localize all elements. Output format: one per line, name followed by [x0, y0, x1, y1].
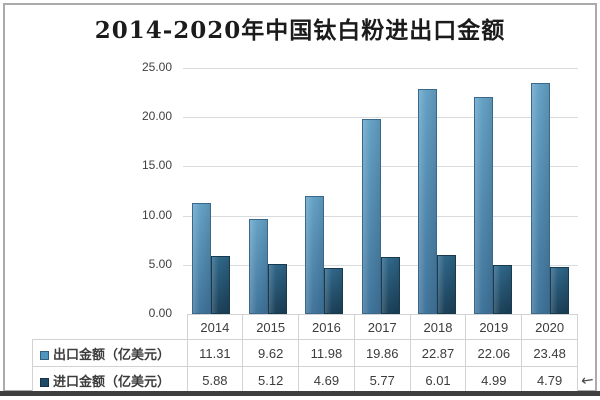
import-series-swatch-icon	[40, 377, 49, 387]
table-row-series: 进口金额（亿美元） 5.88 5.12 4.69 5.77 6.01 4.99 4.79	[32, 366, 578, 394]
cursor-arrow-icon: ←	[579, 370, 595, 390]
value-cell: 4.69	[298, 366, 355, 394]
year-cell: 2015	[242, 314, 300, 340]
data-table-body: 2014 2015 2016 2017 2018 2019 2020 出口金额（亿美元） 11.…	[32, 314, 578, 394]
value-cell: 19.86	[353, 339, 411, 367]
import-bar-2019	[493, 264, 513, 314]
year-cell: 2018	[409, 314, 467, 340]
gridline	[183, 166, 578, 168]
legend-cell-import: 进口金额（亿美元）	[32, 366, 188, 394]
export-bar-2016	[305, 196, 325, 314]
year-cell: 2017	[353, 314, 411, 340]
import-bar-2016	[324, 267, 344, 314]
import-bar-2017	[380, 257, 400, 314]
year-cell: 2014	[186, 314, 244, 340]
year-cell: 2019	[465, 314, 523, 340]
value-cell: 5.77	[353, 366, 411, 394]
y-axis-tick-label: 25.00	[141, 60, 172, 74]
series-name-label: 进口金额（亿美元）	[53, 373, 171, 389]
year-cell: 2020	[521, 314, 578, 340]
export-bar-2019	[474, 96, 494, 314]
value-cell: 5.12	[242, 366, 300, 394]
value-cell: 5.88	[186, 366, 244, 394]
value-cell: 11.98	[298, 339, 355, 367]
export-series-swatch-icon	[40, 350, 49, 360]
export-bar-2018	[417, 89, 437, 314]
table-row-years: 2014 2015 2016 2017 2018 2019 2020	[33, 314, 578, 340]
value-cell: 11.31	[186, 339, 244, 367]
export-bar-2017	[361, 118, 381, 314]
plot-area	[183, 68, 578, 314]
value-cell: 4.99	[465, 366, 523, 394]
import-bar-2015	[267, 263, 287, 314]
gridline	[183, 68, 578, 69]
legend-cell-export: 出口金额（亿美元）	[32, 339, 188, 367]
value-cell: 6.01	[409, 366, 467, 394]
y-axis-tick-label: 10.00	[141, 207, 172, 222]
import-bar-2018	[436, 254, 456, 314]
year-cell: 2016	[298, 314, 355, 340]
value-cell: 22.87	[409, 339, 467, 367]
y-axis-tick-label: 20.00	[141, 109, 172, 124]
bottom-edge-bar	[0, 391, 600, 396]
y-axis-tick-label: 15.00	[141, 158, 172, 173]
export-bar-2020	[530, 83, 550, 314]
gridline	[183, 215, 578, 217]
value-cell: 4.79	[521, 366, 578, 394]
export-bar-2014	[192, 202, 212, 314]
y-axis-tick-label: 0.00	[148, 306, 172, 320]
value-cell: 9.62	[242, 339, 300, 367]
export-bar-2015	[248, 219, 268, 314]
value-cell: 22.06	[465, 339, 523, 367]
y-axis-tick-label: 5.00	[148, 256, 172, 271]
table-row-series: 出口金额（亿美元） 11.31 9.62 11.98 19.86 22.87 22.06 23…	[32, 339, 578, 367]
gridline	[183, 117, 578, 119]
data-table: 2014 2015 2016 2017 2018 2019 2020 出口金额（亿美元） 11.…	[32, 314, 578, 394]
chart-title: 2014-2020年中国钛白粉进出口金额	[94, 17, 506, 44]
table-corner-cell	[33, 315, 188, 340]
import-bar-2020	[549, 266, 569, 314]
import-bar-2014	[211, 256, 231, 314]
series-name-label: 出口金额（亿美元）	[53, 346, 171, 362]
value-cell: 23.48	[521, 339, 578, 367]
